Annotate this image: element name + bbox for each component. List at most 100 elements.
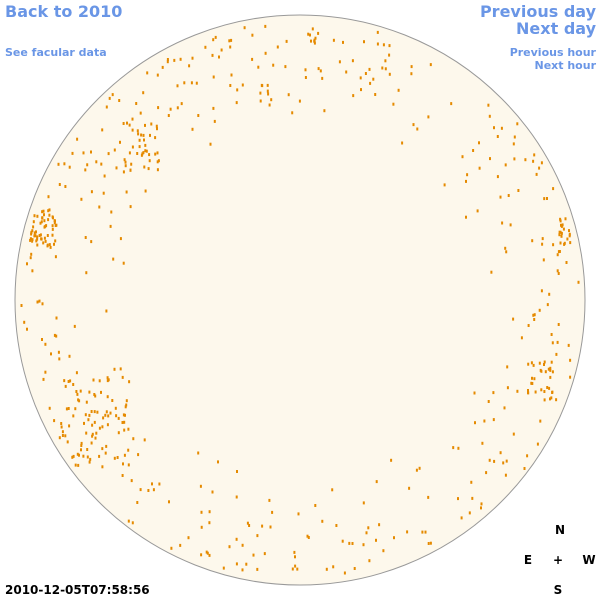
- facula: [128, 380, 131, 384]
- facula: [124, 164, 127, 168]
- facula: [314, 36, 317, 40]
- facula: [241, 83, 244, 87]
- back-link[interactable]: Back to 2010: [5, 2, 122, 21]
- facula: [63, 379, 66, 383]
- facula: [367, 526, 370, 530]
- facula: [461, 155, 464, 159]
- facula: [34, 234, 37, 238]
- facula: [384, 59, 387, 63]
- facula: [204, 45, 207, 49]
- facula: [478, 141, 480, 145]
- facula: [90, 190, 93, 194]
- facula: [95, 160, 98, 164]
- facula: [496, 135, 499, 138]
- facula: [531, 239, 534, 243]
- facula: [565, 261, 568, 264]
- facula: [200, 553, 203, 557]
- previous-hour-link[interactable]: Previous hour: [510, 46, 597, 59]
- facula: [30, 230, 33, 234]
- facula: [421, 530, 424, 534]
- facula: [536, 442, 539, 446]
- facula: [276, 45, 279, 49]
- next-day-link[interactable]: Next day: [516, 19, 597, 38]
- facula: [188, 64, 191, 68]
- facula: [75, 390, 78, 393]
- facula: [245, 562, 248, 566]
- facula: [76, 137, 79, 141]
- facula: [485, 471, 488, 475]
- facula: [527, 389, 529, 392]
- facula: [140, 133, 143, 137]
- facula: [549, 375, 552, 379]
- facula: [543, 363, 545, 366]
- facula: [111, 399, 114, 402]
- facula: [213, 119, 216, 123]
- facula: [345, 70, 348, 74]
- facula: [560, 231, 563, 235]
- facula: [47, 209, 50, 213]
- next-hour-link[interactable]: Next hour: [535, 59, 597, 72]
- facula: [112, 257, 115, 261]
- facula: [368, 559, 371, 563]
- facula: [44, 370, 47, 374]
- facula: [544, 370, 547, 374]
- facular-link[interactable]: See facular data: [5, 46, 107, 59]
- facula: [72, 414, 75, 418]
- facula: [549, 368, 552, 372]
- facula: [36, 235, 39, 239]
- facula: [480, 506, 482, 510]
- facula: [78, 399, 81, 403]
- facula: [372, 77, 375, 81]
- facula: [26, 262, 28, 266]
- previous-day-link[interactable]: Previous day: [480, 2, 597, 21]
- facula: [123, 158, 126, 162]
- facula: [415, 468, 418, 472]
- facula: [43, 213, 45, 217]
- facula: [136, 129, 139, 133]
- facula: [139, 111, 142, 115]
- facula: [504, 246, 507, 250]
- facula: [241, 543, 244, 547]
- facula: [179, 57, 182, 61]
- facula: [122, 462, 124, 466]
- facula: [261, 524, 264, 528]
- facula: [119, 140, 121, 144]
- facula: [516, 389, 519, 393]
- facula: [343, 571, 346, 575]
- facula: [40, 237, 43, 241]
- facula: [564, 217, 567, 221]
- facula: [381, 66, 384, 70]
- facula: [235, 495, 238, 499]
- facula: [66, 440, 69, 444]
- facula: [91, 432, 94, 436]
- facula: [113, 367, 116, 371]
- facula: [266, 83, 269, 87]
- facula: [65, 407, 68, 411]
- facula: [512, 317, 515, 321]
- facula: [230, 38, 233, 42]
- facula: [543, 398, 546, 402]
- facula: [236, 88, 239, 92]
- facula: [540, 289, 543, 293]
- facula: [551, 391, 554, 394]
- facula: [71, 151, 74, 155]
- facula: [543, 360, 546, 364]
- facula: [53, 242, 55, 246]
- facula: [117, 416, 120, 420]
- facula: [230, 73, 233, 77]
- facula: [513, 135, 516, 139]
- facula: [533, 377, 536, 381]
- facula: [517, 189, 520, 192]
- facula: [296, 567, 299, 571]
- facula: [67, 380, 70, 383]
- facula: [127, 463, 130, 467]
- facula: [325, 567, 328, 571]
- facula: [93, 393, 96, 396]
- facula: [95, 431, 98, 435]
- facula: [127, 427, 130, 431]
- facula: [90, 441, 93, 445]
- facula: [412, 123, 415, 127]
- facula: [105, 410, 108, 414]
- facula: [558, 230, 561, 234]
- facula: [335, 524, 338, 527]
